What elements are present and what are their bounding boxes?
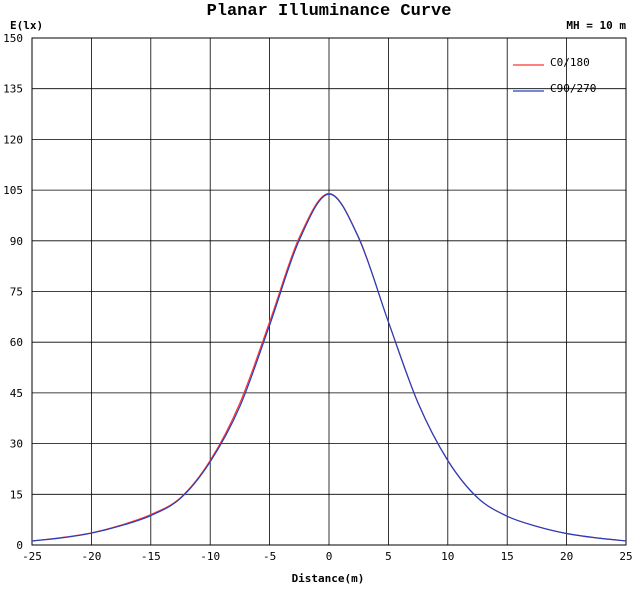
legend-label-c0-180: C0/180 [550, 56, 590, 69]
x-tick-label: -15 [141, 550, 161, 563]
x-tick-label: -20 [81, 550, 101, 563]
x-tick-label: 20 [560, 550, 573, 563]
x-tick-label: -5 [263, 550, 276, 563]
y-tick-label: 15 [10, 488, 23, 501]
legend: C0/180 C90/270 [513, 56, 596, 95]
y-tick-label: 0 [16, 539, 23, 552]
y-tick-label: 150 [3, 32, 23, 45]
x-tick-label: 5 [385, 550, 392, 563]
tick-labels: -25 -20 -15 -10 -5 0 5 10 15 20 25 0 15 30 45 60 75 90 105… [3, 32, 633, 563]
legend-label-c90-270: C90/270 [550, 82, 596, 95]
series-lines [31, 192, 627, 542]
x-tick-label: 25 [619, 550, 632, 563]
y-tick-label: 105 [3, 184, 23, 197]
mounting-height-label: MH = 10 m [566, 19, 626, 32]
x-tick-label: -25 [22, 550, 42, 563]
chart-title: Planar Illuminance Curve [207, 2, 452, 21]
x-tick-label: 10 [441, 550, 454, 563]
grid [31, 37, 627, 546]
y-tick-label: 90 [10, 235, 23, 248]
y-tick-label: 135 [3, 83, 23, 96]
x-tick-label: -10 [200, 550, 220, 563]
y-axis-label: E(lx) [10, 19, 43, 32]
y-tick-label: 120 [3, 133, 23, 146]
x-tick-label: 15 [501, 550, 514, 563]
x-tick-label: 0 [326, 550, 333, 563]
y-tick-label: 30 [10, 438, 23, 451]
y-tick-label: 45 [10, 387, 23, 400]
y-tick-label: 60 [10, 336, 23, 349]
x-axis-label: Distance(m) [292, 572, 365, 585]
series-line-c90-270 [31, 193, 627, 542]
plot-frame [31, 37, 627, 546]
y-tick-label: 75 [10, 286, 23, 299]
